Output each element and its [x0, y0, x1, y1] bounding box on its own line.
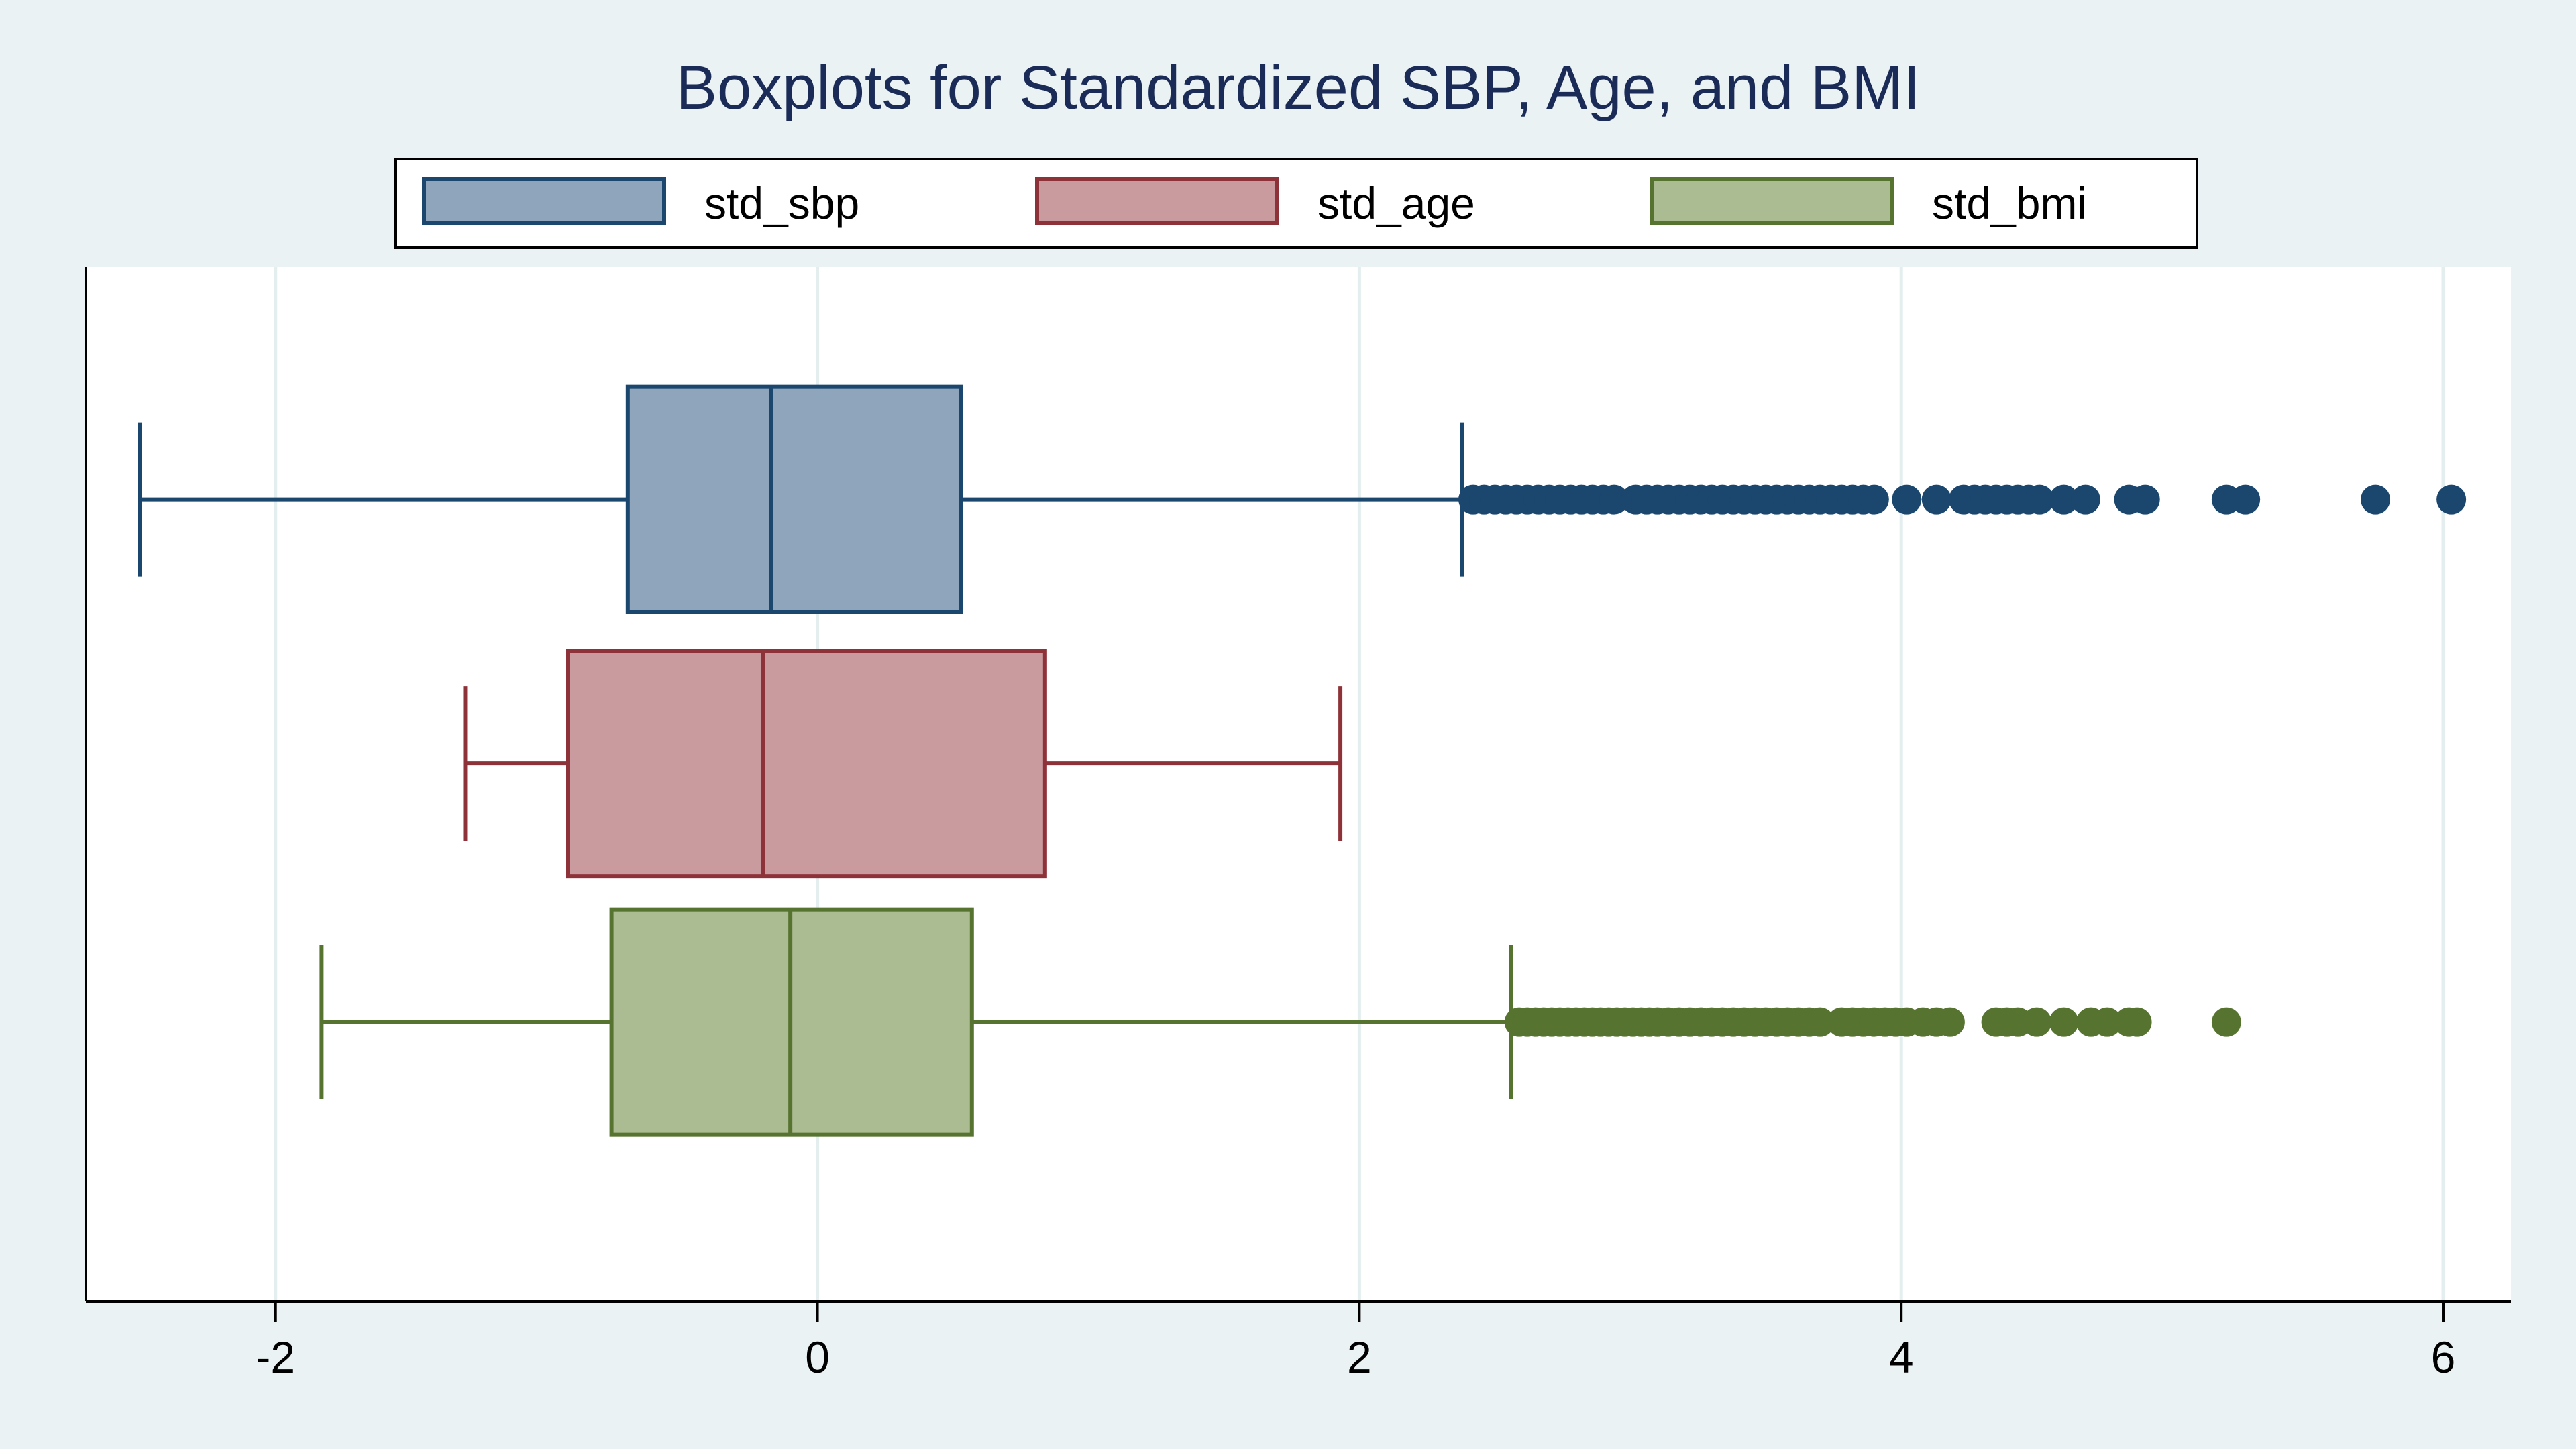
std_bmi-outlier-47: [2049, 1007, 2079, 1037]
legend-label-std_sbp: std_sbp: [704, 178, 859, 228]
boxplot-std_sbp: [138, 384, 2467, 614]
legend-swatch-std_bmi: [1650, 177, 1894, 225]
legend-frame: [394, 158, 2198, 249]
std_sbp-outlier-36: [1859, 484, 1889, 515]
x-tick-label-0: -2: [256, 1332, 295, 1382]
std_sbp-outlier-46: [2025, 484, 2055, 515]
legend-label-std_age: std_age: [1318, 178, 1475, 228]
plot-area: [86, 267, 2511, 1301]
std_sbp-outlier-52: [2231, 484, 2261, 515]
std_bmi-outlier-32: [1805, 1007, 1835, 1037]
std_sbp-outlier-48: [2070, 484, 2100, 515]
std_sbp-outlier-53: [2361, 484, 2391, 515]
std_bmi-outlier-52: [2211, 1007, 2241, 1037]
x-tick-label-4: 6: [2431, 1332, 2456, 1382]
legend-label-std_bmi: std_bmi: [1932, 178, 2087, 228]
x-ticks: -2 0 2 4 6: [256, 1301, 2455, 1382]
boxplot-std_age: [463, 649, 1343, 879]
std_sbp-outlier-50: [2130, 484, 2160, 515]
boxplots: [138, 384, 2467, 1137]
legend-swatch-std_age: [1035, 177, 1279, 225]
std_sbp-outlier-47: [2049, 484, 2079, 515]
axes: [85, 267, 2511, 1303]
std_sbp-outlier-54: [2436, 484, 2467, 515]
x-tick-label-3: 4: [1889, 1332, 1914, 1382]
legend-swatch-std_sbp: [422, 177, 666, 225]
std_sbp-outlier-13: [1599, 484, 1629, 515]
std_sbp-outlier-37: [1892, 484, 1922, 515]
std_age-box: [566, 649, 1047, 879]
std_bmi-outlier-51: [2122, 1007, 2152, 1037]
chart-title: Boxplots for Standardized SBP, Age, and …: [676, 54, 1921, 122]
std_sbp-box: [625, 384, 963, 614]
x-tick-label-2: 2: [1347, 1332, 1372, 1382]
x-tick-label-1: 0: [805, 1332, 830, 1382]
boxplot-std_bmi: [319, 907, 2241, 1137]
std_bmi-outlier-46: [2022, 1007, 2052, 1037]
legend: std_sbp std_age std_bmi: [394, 158, 2198, 249]
std_sbp-outlier-38: [1921, 484, 1951, 515]
std_bmi-outlier-42: [1935, 1007, 1965, 1037]
std_bmi-outlier-49: [2092, 1007, 2123, 1037]
